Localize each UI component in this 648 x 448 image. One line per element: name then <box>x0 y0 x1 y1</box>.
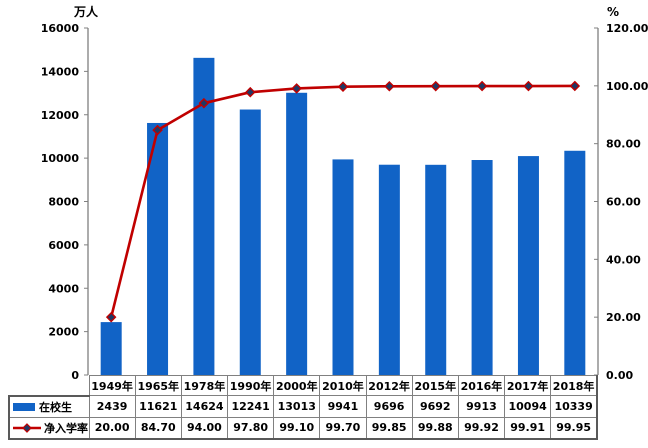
bar-1949年 <box>100 322 122 375</box>
bar-2017年 <box>517 156 539 375</box>
bar-2018年 <box>564 150 586 375</box>
legend-label-cell: 在校生 <box>8 394 90 418</box>
value-cell: 99.88 <box>411 416 459 440</box>
legend-label-cell: 净入学率 <box>8 416 90 440</box>
table-header-row: 1949年 1965年 1978年 1990年 2000年 2010年 2012年 2015年… <box>9 375 599 396</box>
value-cell: 99.95 <box>550 416 599 440</box>
left-axis-tick-label: 14000 <box>41 65 80 78</box>
year-header-cell: 2017年 <box>504 375 552 396</box>
marker-1978年 <box>198 97 210 109</box>
marker-2016年 <box>476 80 488 92</box>
value-cell: 2439 <box>88 395 136 418</box>
legend-label: 在校生 <box>39 400 72 414</box>
value-cell: 12241 <box>227 395 275 418</box>
right-axis-tick-label: 120.00 <box>606 22 648 35</box>
marker-2012年 <box>384 80 395 92</box>
marker-2018年 <box>569 80 581 92</box>
bar-2015年 <box>425 164 447 375</box>
bar-2010年 <box>332 159 354 375</box>
value-cell: 99.70 <box>319 416 367 440</box>
right-axis-tick-label: 60.00 <box>606 196 641 209</box>
data-table: 1949年 1965年 1978年 1990年 2000年 2010年 2012年 2015年… <box>8 375 599 440</box>
value-cell: 84.70 <box>134 416 182 440</box>
marker-1949年 <box>105 311 117 323</box>
bar-1990年 <box>239 109 261 375</box>
left-axis-tick-label: 2000 <box>48 326 79 339</box>
year-header-cell: 2010年 <box>319 375 367 396</box>
value-cell: 9941 <box>319 395 367 418</box>
left-axis-tick-label: 4000 <box>48 282 79 295</box>
right-axis-title: % <box>607 5 619 19</box>
marker-2000年 <box>291 83 302 94</box>
value-cell: 99.10 <box>273 416 321 440</box>
value-cell: 9913 <box>457 395 506 418</box>
left-axis-tick-label: 8000 <box>48 196 79 209</box>
value-cell: 97.80 <box>227 416 275 440</box>
table-row-students: 在校生 2439 11621 14624 12241 13013 9941 9696 9692 9… <box>8 394 599 418</box>
bar-2016年 <box>471 160 493 375</box>
marker-2017年 <box>523 80 534 92</box>
marker-1990年 <box>244 86 256 98</box>
legend-entry: 净入学率 <box>13 420 88 436</box>
left-axis-tick-label: 0 <box>71 369 79 382</box>
year-header-cell: 2000年 <box>273 375 321 396</box>
right-axis-tick-label: 80.00 <box>606 138 641 151</box>
value-cell: 99.91 <box>504 416 552 440</box>
year-header-cell: 1949年 <box>88 375 136 396</box>
right-axis-tick-label: 100.00 <box>606 80 648 93</box>
value-cell: 13013 <box>273 395 321 418</box>
marker-1965年 <box>152 124 163 136</box>
table-corner-cell <box>9 376 89 396</box>
marker-2015年 <box>430 80 442 92</box>
value-cell: 14624 <box>180 395 229 418</box>
left-axis-tick-label: 10000 <box>41 152 80 165</box>
bar-1978年 <box>193 57 215 375</box>
table-row-enrollment-rate: 净入学率 20.00 84.70 94.00 97.80 99.10 99.70 99.85 9… <box>8 416 599 440</box>
right-axis-tick-label: 40.00 <box>606 253 641 266</box>
year-header-cell: 1978年 <box>180 375 229 396</box>
value-cell: 10339 <box>550 395 599 418</box>
value-cell: 94.00 <box>180 416 229 440</box>
value-cell: 11621 <box>134 395 182 418</box>
year-header-cell: 2012年 <box>365 375 413 396</box>
bar-2012年 <box>378 164 400 375</box>
right-axis-tick-label: 20.00 <box>606 311 641 324</box>
bar-2000年 <box>286 92 308 375</box>
year-header-cell: 2016年 <box>457 375 506 396</box>
value-cell: 10094 <box>504 395 552 418</box>
left-axis-tick-label: 16000 <box>41 22 80 35</box>
value-cell: 99.92 <box>457 416 506 440</box>
bar-1965年 <box>147 122 169 375</box>
year-header-cell: 2018年 <box>550 375 599 396</box>
left-axis-tick-label: 6000 <box>48 239 79 252</box>
left-axis-tick-label: 12000 <box>41 109 80 122</box>
bar-legend-icon <box>13 402 35 411</box>
value-cell: 20.00 <box>88 416 136 440</box>
right-axis-tick-label: 0.00 <box>606 369 633 382</box>
value-cell: 9696 <box>365 395 413 418</box>
year-header-cell: 1965年 <box>134 375 182 396</box>
legend-entry: 在校生 <box>13 399 72 415</box>
legend-label: 净入学率 <box>44 421 88 435</box>
year-header-cell: 2015年 <box>411 375 459 396</box>
marker-2010年 <box>337 81 349 92</box>
left-axis-title: 万人 <box>73 4 99 19</box>
line-legend-icon <box>13 422 41 433</box>
value-cell: 9692 <box>411 395 459 418</box>
year-header-cell: 1990年 <box>227 375 275 396</box>
value-cell: 99.85 <box>365 416 413 440</box>
